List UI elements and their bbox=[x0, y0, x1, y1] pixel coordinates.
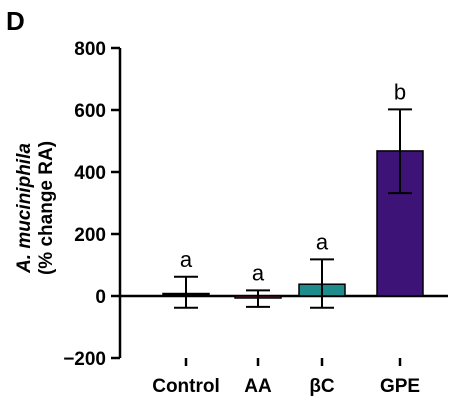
significance-label: a bbox=[180, 247, 193, 272]
y-tick-label: 400 bbox=[74, 163, 106, 184]
y-tick-label: 200 bbox=[74, 225, 106, 246]
significance-label: a bbox=[316, 229, 329, 254]
bars: a a a b bbox=[162, 79, 424, 309]
x-tick-label: GPE bbox=[380, 376, 420, 397]
x-tick-label: AA bbox=[244, 376, 272, 397]
y-tick-label: 600 bbox=[74, 101, 106, 122]
x-tick-label: βC bbox=[309, 376, 335, 397]
y-axis-label-line2: (% change RA) bbox=[36, 141, 57, 275]
panel-letter: D bbox=[6, 6, 25, 36]
significance-label: b bbox=[394, 79, 406, 104]
significance-label: a bbox=[252, 260, 265, 285]
y-axis-label: A. muciniphila (% change RA) bbox=[14, 141, 57, 275]
y-tick-label: 0 bbox=[95, 287, 106, 308]
y-tick-label: 800 bbox=[74, 39, 106, 60]
y-axis-label-line1: A. muciniphila bbox=[14, 143, 35, 274]
x-tick-label: Control bbox=[152, 376, 220, 397]
y-tick-label: −200 bbox=[63, 349, 106, 370]
